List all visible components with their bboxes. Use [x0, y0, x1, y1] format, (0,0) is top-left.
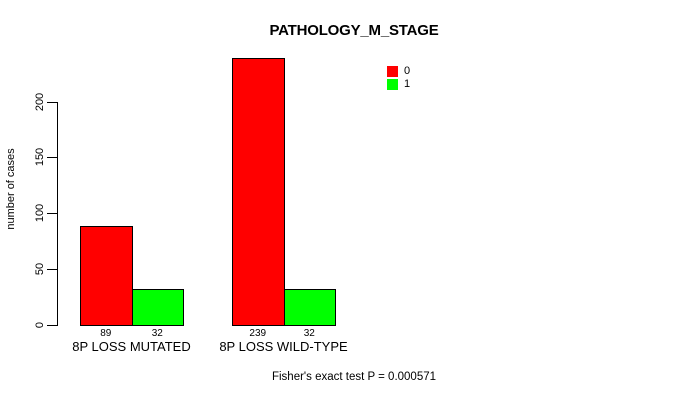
legend-label: 0: [404, 64, 411, 77]
y-axis-tick-label: 100: [34, 203, 46, 223]
y-axis-tick: [47, 213, 57, 214]
legend-swatch: [387, 65, 398, 77]
y-axis-tick-label: 50: [34, 262, 46, 276]
y-axis-line: [57, 101, 58, 326]
y-axis-tick: [47, 269, 57, 270]
bar-value-label: 32: [303, 328, 315, 339]
bar-value-label: 89: [100, 328, 112, 339]
legend-swatch: [387, 78, 398, 90]
bar-series-1: [131, 289, 184, 326]
legend-label: 1: [404, 77, 411, 90]
legend-item: 0: [387, 65, 410, 77]
y-axis-tick: [47, 157, 57, 158]
bar-value-label: 239: [249, 328, 267, 339]
y-axis-tick-label: 0: [34, 321, 46, 329]
chart-title: PATHOLOGY_M_STAGE: [269, 22, 439, 39]
bar-series-0: [80, 225, 133, 326]
bar-value-label: 32: [151, 328, 163, 339]
category-label: 8P LOSS WILD-TYPE: [219, 339, 348, 354]
y-axis-tick: [47, 325, 57, 326]
category-label: 8P LOSS MUTATED: [72, 339, 191, 354]
footnote: Fisher's exact test P = 0.000571: [271, 371, 437, 383]
y-axis-tick: [47, 102, 57, 103]
legend-item: 1: [387, 78, 410, 90]
bar-series-0: [232, 58, 285, 326]
y-axis-label: number of cases: [5, 148, 17, 230]
y-axis-tick-label: 150: [34, 147, 46, 167]
y-axis-tick-label: 200: [34, 92, 46, 112]
bar-series-1: [283, 289, 336, 326]
